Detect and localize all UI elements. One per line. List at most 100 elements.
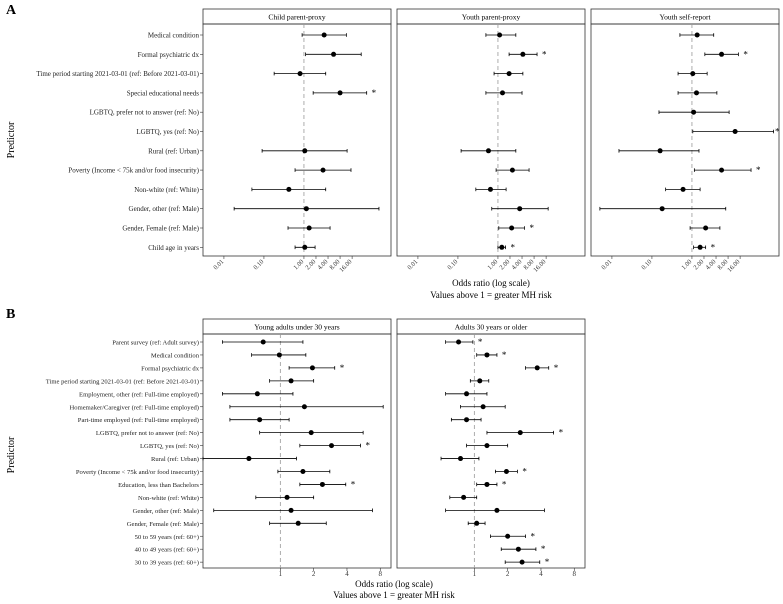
predictor-label-a: Time period starting 2021-03-01 (ref: Be… bbox=[36, 70, 199, 78]
x-tick-label-a: 0.10 bbox=[252, 258, 265, 271]
significance-star-a: * bbox=[743, 49, 748, 59]
point-estimate-a bbox=[732, 129, 738, 134]
point-estimate-a bbox=[694, 32, 700, 38]
x-tick-label-a: 1.00 bbox=[292, 258, 305, 271]
point-estimate-b bbox=[503, 469, 509, 474]
significance-star-b: * bbox=[554, 363, 559, 373]
significance-star-a: * bbox=[529, 223, 534, 233]
point-estimate-b bbox=[519, 559, 525, 565]
facet-frame-a bbox=[590, 23, 780, 257]
x-tick-label-a: 2.00 bbox=[498, 258, 511, 271]
facet-title-b: Young adults under 30 years bbox=[254, 323, 340, 332]
point-estimate-b bbox=[464, 417, 470, 423]
predictor-label-b: Poverty (Income < 75k and/or food insecu… bbox=[76, 469, 199, 476]
point-estimate-b bbox=[246, 456, 252, 462]
predictor-label-b: Gender, Female (ref: Male) bbox=[127, 521, 199, 528]
significance-star-b: * bbox=[559, 428, 564, 438]
x-tick-label-b: 4 bbox=[345, 570, 349, 578]
x-tick-label-a: 16.00 bbox=[532, 258, 547, 273]
predictor-label-b: Part-time employed (ref: Full-time emplo… bbox=[78, 417, 199, 424]
facet-frame-b bbox=[202, 333, 392, 569]
x-tick-label-a: 0.10 bbox=[446, 258, 459, 271]
x-tick-label-b: 8 bbox=[379, 570, 383, 578]
significance-star-b: * bbox=[365, 441, 370, 451]
y-axis-label-b: Predictor bbox=[6, 436, 17, 473]
point-estimate-b bbox=[477, 378, 483, 384]
predictor-label-a: Non-white (ref: White) bbox=[134, 186, 199, 194]
x-axis-sublabel-b: Values above 1 = greater MH risk bbox=[333, 590, 455, 600]
point-estimate-a bbox=[286, 186, 292, 192]
predictor-label-b: LGBTQ, yes (ref: No) bbox=[140, 443, 199, 450]
point-estimate-a bbox=[693, 90, 699, 96]
x-tick-label-a: 4.00 bbox=[704, 258, 717, 271]
facet-title-b: Adults 30 years or older bbox=[455, 323, 528, 332]
facet-title-a: Child parent-proxy bbox=[268, 13, 326, 22]
predictor-label-b: LGBTQ, prefer not to answer (ref: No) bbox=[96, 430, 199, 437]
point-estimate-b bbox=[505, 533, 511, 539]
point-estimate-b bbox=[456, 339, 462, 345]
point-estimate-a bbox=[320, 167, 326, 173]
x-tick-label-a: 4.00 bbox=[510, 258, 523, 271]
point-estimate-a bbox=[506, 71, 512, 77]
predictor-label-a: LGBTQ, prefer not to answer (ref: No) bbox=[90, 109, 200, 117]
point-estimate-a bbox=[303, 206, 309, 212]
point-estimate-a bbox=[520, 51, 526, 57]
x-tick-label-a: 0.10 bbox=[640, 258, 653, 271]
x-tick-label-a: 1.00 bbox=[680, 258, 693, 271]
point-estimate-b bbox=[295, 520, 301, 526]
significance-star-b: * bbox=[340, 363, 345, 373]
point-estimate-a bbox=[697, 244, 703, 250]
point-estimate-b bbox=[308, 430, 314, 436]
facet-frame-b bbox=[396, 333, 586, 569]
predictor-label-b: 40 to 49 years (ref: 60+) bbox=[135, 547, 199, 554]
x-tick-label-b: 1 bbox=[473, 570, 477, 578]
point-estimate-a bbox=[321, 32, 327, 38]
predictor-label-a: Special educational needs bbox=[127, 89, 200, 97]
significance-star-b: * bbox=[502, 479, 507, 489]
point-estimate-b bbox=[515, 546, 521, 552]
point-estimate-b bbox=[276, 352, 282, 358]
panel-b-letter: B bbox=[6, 307, 15, 322]
point-estimate-a bbox=[517, 206, 523, 212]
point-estimate-b bbox=[288, 378, 294, 384]
predictor-label-a: Gender, other (ref: Male) bbox=[129, 205, 200, 213]
point-estimate-b bbox=[284, 494, 290, 500]
point-estimate-a bbox=[509, 167, 515, 173]
significance-star-a: * bbox=[711, 242, 716, 252]
significance-star-b: * bbox=[502, 350, 507, 360]
significance-star-b: * bbox=[522, 467, 527, 477]
point-estimate-a bbox=[657, 148, 663, 154]
predictor-label-a: Gender, Female (ref: Male) bbox=[122, 225, 199, 233]
point-estimate-b bbox=[484, 443, 490, 449]
predictor-label-b: Medical condition bbox=[151, 352, 200, 359]
point-estimate-a bbox=[691, 109, 697, 115]
point-estimate-b bbox=[494, 507, 500, 513]
point-estimate-a bbox=[659, 206, 665, 212]
point-estimate-a bbox=[680, 186, 686, 192]
point-estimate-b bbox=[474, 520, 480, 526]
x-tick-label-a: 0.01 bbox=[212, 258, 225, 271]
point-estimate-a bbox=[509, 225, 515, 231]
facet-title-a: Youth parent-proxy bbox=[462, 13, 521, 22]
point-estimate-a bbox=[499, 244, 505, 250]
x-tick-label-a: 2.00 bbox=[304, 258, 317, 271]
significance-star-b: * bbox=[531, 531, 536, 541]
x-tick-label-a: 2.00 bbox=[692, 258, 705, 271]
point-estimate-a bbox=[485, 148, 491, 154]
point-estimate-b bbox=[309, 365, 315, 371]
predictor-label-b: Homemaker/Caregiver (ref: Full-time empl… bbox=[70, 404, 199, 411]
significance-star-a: * bbox=[372, 88, 377, 98]
predictor-label-a: Formal psychiatric dx bbox=[138, 51, 200, 59]
x-tick-label-b: 8 bbox=[573, 570, 577, 578]
x-axis-label-b: Odds ratio (log scale) bbox=[355, 579, 433, 589]
x-tick-label-b: 4 bbox=[539, 570, 543, 578]
point-estimate-a bbox=[499, 90, 505, 96]
x-tick-label-b: 2 bbox=[312, 570, 316, 578]
x-tick-label-b: 2 bbox=[506, 570, 510, 578]
point-estimate-a bbox=[703, 225, 709, 231]
point-estimate-b bbox=[484, 481, 490, 487]
x-axis-label-a: Odds ratio (log scale) bbox=[452, 278, 530, 288]
point-estimate-a bbox=[306, 225, 312, 231]
x-tick-label-a: 16.00 bbox=[726, 258, 741, 273]
point-estimate-b bbox=[300, 469, 306, 474]
